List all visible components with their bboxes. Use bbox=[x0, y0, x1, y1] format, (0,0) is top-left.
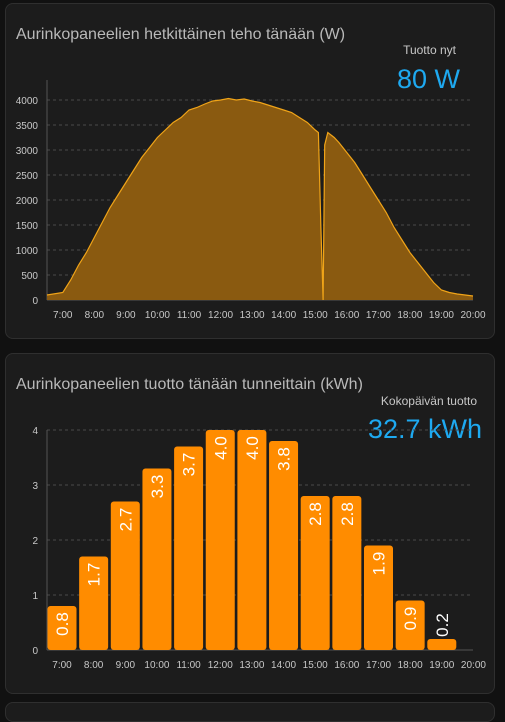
power-chart-card: Aurinkopaneelien hetkittäinen teho tänää… bbox=[5, 3, 495, 339]
energy-y-tick: 2 bbox=[32, 536, 38, 547]
energy-bar bbox=[332, 496, 362, 650]
energy-chart-card: Aurinkopaneelien tuotto tänään tunneitta… bbox=[5, 353, 495, 694]
energy-bar-label: 1.7 bbox=[85, 563, 104, 587]
energy-bar-label: 2.7 bbox=[116, 508, 135, 532]
energy-y-tick: 4 bbox=[32, 426, 38, 437]
power-y-tick: 1500 bbox=[16, 221, 39, 232]
energy-bar-label: 0.9 bbox=[401, 607, 420, 631]
energy-x-tick: 15:00 bbox=[303, 660, 328, 671]
energy-x-tick: 17:00 bbox=[366, 660, 391, 671]
energy-y-tick: 1 bbox=[32, 591, 38, 602]
energy-bar bbox=[174, 446, 204, 650]
energy-x-tick: 20:00 bbox=[461, 660, 486, 671]
power-y-tick: 2000 bbox=[16, 196, 39, 207]
power-x-tick: 7:00 bbox=[53, 310, 73, 321]
energy-bar bbox=[205, 430, 235, 650]
energy-x-tick: 11:00 bbox=[176, 660, 201, 671]
energy-bar bbox=[79, 556, 109, 650]
power-x-tick: 9:00 bbox=[116, 310, 136, 321]
energy-bar bbox=[395, 600, 425, 650]
energy-x-tick: 18:00 bbox=[398, 660, 423, 671]
energy-bar-label: 0.2 bbox=[433, 613, 452, 637]
current-power-value: 80 W bbox=[396, 64, 460, 94]
current-power-label: Tuotto nyt bbox=[403, 43, 456, 57]
power-x-tick: 10:00 bbox=[145, 310, 170, 321]
energy-x-tick: 12:00 bbox=[208, 660, 233, 671]
power-x-tick: 8:00 bbox=[85, 310, 105, 321]
energy-bar bbox=[300, 496, 330, 650]
daily-energy-label: Kokopäivän tuotto bbox=[380, 394, 477, 408]
energy-bar-label: 3.8 bbox=[275, 447, 294, 471]
energy-y-tick: 3 bbox=[32, 481, 38, 492]
power-x-tick: 20:00 bbox=[460, 310, 485, 321]
energy-x-tick: 14:00 bbox=[271, 660, 296, 671]
energy-bar bbox=[237, 430, 267, 650]
power-area bbox=[47, 98, 473, 300]
energy-bar bbox=[269, 441, 299, 650]
energy-bar-label: 3.3 bbox=[148, 475, 167, 499]
power-y-tick: 3000 bbox=[16, 146, 39, 157]
daily-energy-value: 32.7 kWh bbox=[367, 414, 482, 444]
energy-bar-label: 4.0 bbox=[243, 436, 262, 460]
power-chart-title: Aurinkopaneelien hetkittäinen teho tänää… bbox=[16, 26, 346, 43]
next-card bbox=[5, 702, 495, 722]
power-area-chart: 0 500 1000 1500 2000 2500 3000 3500 4000 7:00 8:00… bbox=[16, 80, 486, 321]
power-y-tick: 500 bbox=[21, 271, 38, 282]
energy-x-tick: 7:00 bbox=[52, 660, 72, 671]
power-x-tick: 15:00 bbox=[303, 310, 328, 321]
energy-bar bbox=[142, 468, 172, 650]
energy-bar bbox=[427, 639, 457, 650]
energy-bar-label: 2.8 bbox=[338, 502, 357, 526]
power-y-tick: 4000 bbox=[16, 96, 39, 107]
energy-x-tick: 16:00 bbox=[334, 660, 359, 671]
energy-x-tick: 19:00 bbox=[429, 660, 454, 671]
power-x-tick: 12:00 bbox=[208, 310, 233, 321]
power-x-tick: 17:00 bbox=[366, 310, 391, 321]
energy-bar bbox=[110, 501, 140, 650]
energy-x-tick: 10:00 bbox=[144, 660, 169, 671]
energy-bar-label: 1.9 bbox=[370, 552, 389, 576]
power-y-tick: 0 bbox=[32, 296, 38, 307]
power-x-tick: 13:00 bbox=[240, 310, 265, 321]
power-x-tick: 16:00 bbox=[334, 310, 359, 321]
power-x-tick: 11:00 bbox=[177, 310, 202, 321]
power-x-tick: 14:00 bbox=[271, 310, 296, 321]
energy-bar bbox=[47, 606, 77, 650]
power-x-tick: 18:00 bbox=[397, 310, 422, 321]
energy-bar-label: 3.7 bbox=[180, 453, 199, 477]
power-line bbox=[46, 97, 474, 301]
energy-bar-label: 4.0 bbox=[211, 436, 230, 460]
energy-y-tick: 0 bbox=[32, 646, 38, 657]
power-y-tick: 1000 bbox=[16, 246, 39, 257]
power-x-tick: 19:00 bbox=[429, 310, 454, 321]
energy-bar-label: 0.8 bbox=[53, 612, 72, 636]
power-y-tick: 3500 bbox=[16, 121, 39, 132]
energy-bar-chart: 0 1 2 3 4 0.8 1.7 2.7 3.3 3.7 4.0 4.0 3.8 2.8 2.8 1.9 0.… bbox=[32, 426, 486, 671]
energy-x-tick: 9:00 bbox=[116, 660, 136, 671]
energy-bar-label: 2.8 bbox=[306, 502, 325, 526]
energy-chart-title: Aurinkopaneelien tuotto tänään tunneitta… bbox=[16, 376, 363, 393]
energy-bar bbox=[364, 545, 393, 650]
power-y-tick: 2500 bbox=[16, 171, 39, 182]
energy-x-tick: 8:00 bbox=[84, 660, 104, 671]
energy-x-tick: 13:00 bbox=[239, 660, 264, 671]
